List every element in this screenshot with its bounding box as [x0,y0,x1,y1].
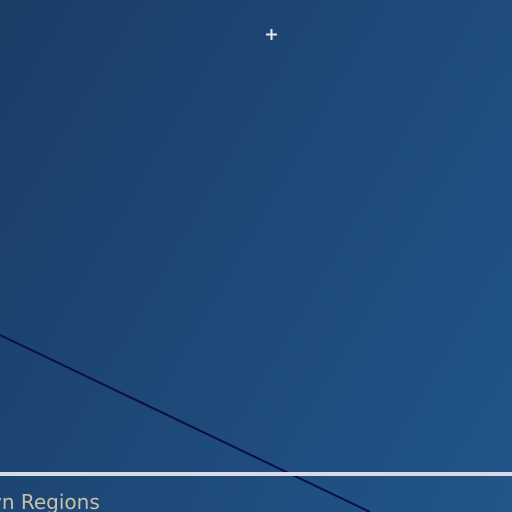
map-divider [0,472,512,476]
crosshair-icon [266,29,277,40]
regions-label: yn Regions [0,490,100,512]
